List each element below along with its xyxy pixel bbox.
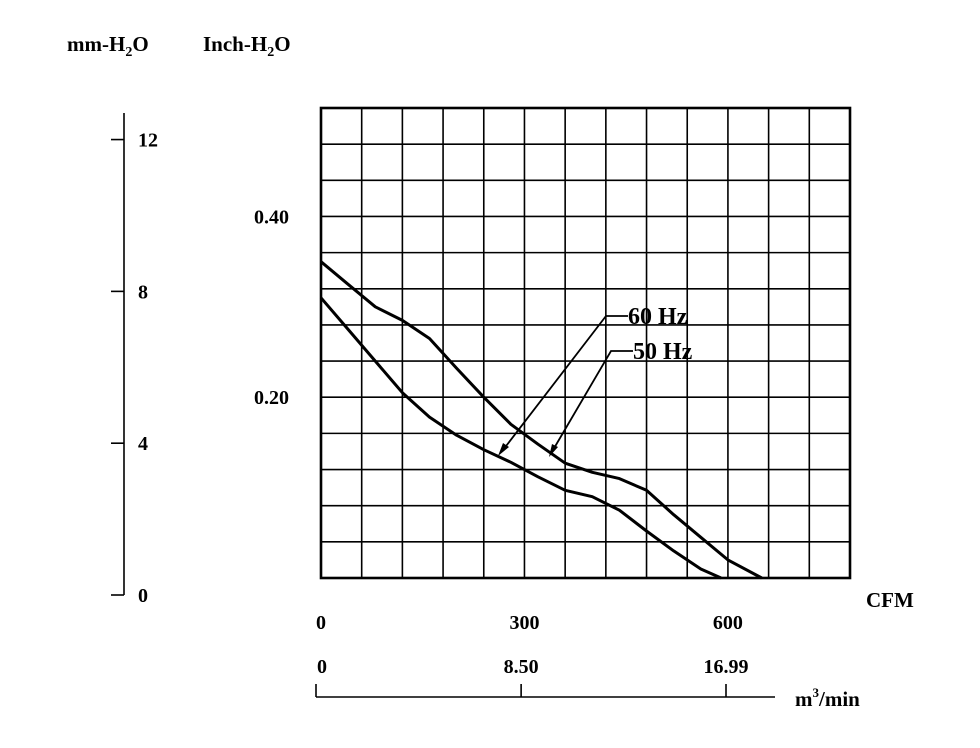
mm-tick-label: 8 — [138, 281, 148, 303]
inch-h2o-label: Inch-H2O — [203, 32, 291, 60]
leader-60hz — [502, 315, 628, 451]
mm-tick-label: 4 — [138, 433, 148, 455]
cfm-unit-label: CFM — [866, 588, 914, 612]
plot-frame — [319, 106, 852, 580]
inch-h2o-tick-labels: 0.40 0.20 — [254, 206, 289, 409]
label-60hz: 60 Hz — [628, 304, 688, 330]
plot-grid — [319, 106, 852, 580]
leader-50hz — [552, 350, 633, 451]
cfm-tick-label: 300 — [509, 612, 539, 634]
curve-50hz — [319, 296, 722, 580]
cfm-tick-labels: 0 300 600 — [316, 612, 743, 634]
curve-60hz — [320, 260, 763, 580]
inch-tick-label: 0.20 — [254, 387, 289, 409]
mm-h2o-label: mm-H2O — [67, 32, 149, 60]
arrowhead-60hz — [498, 443, 509, 456]
arrowhead-50hz — [549, 444, 558, 457]
inch-tick-label: 0.40 — [254, 206, 289, 228]
m3-min-unit-label: m3/min — [795, 685, 860, 711]
cfm-tick-label: 0 — [316, 612, 326, 634]
mm-tick-label: 12 — [138, 130, 158, 152]
m3-tick-label: 16.99 — [704, 656, 749, 678]
mm-tick-label: 0 — [138, 585, 148, 607]
curve-layer — [319, 260, 763, 580]
m3-min-axis: 0 8.50 16.99 — [315, 656, 775, 698]
label-50hz: 50 Hz — [633, 339, 693, 365]
mm-h2o-axis: 12 8 4 0 — [111, 113, 158, 607]
cfm-tick-label: 600 — [713, 612, 743, 634]
m3-tick-label: 8.50 — [504, 656, 539, 678]
m3-tick-label: 0 — [317, 656, 327, 678]
curve-annotations: 60 Hz 50 Hz — [498, 304, 693, 457]
